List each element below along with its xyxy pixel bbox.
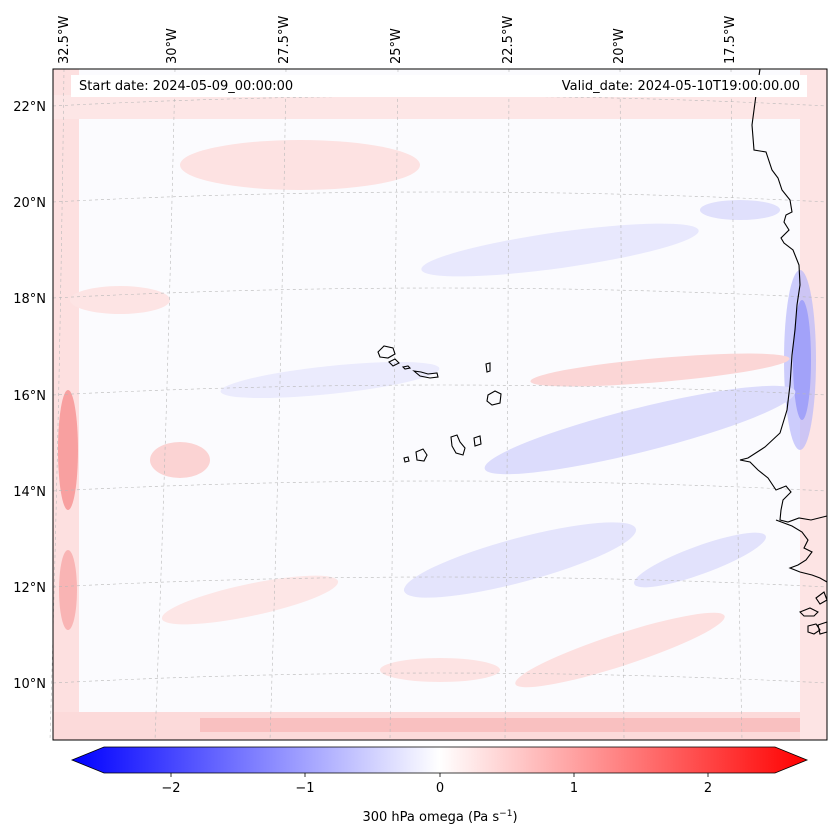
colorbar-title: 300 hPa omega (Pa s−1) bbox=[362, 809, 517, 825]
colorbar-tick-label: −1 bbox=[295, 781, 314, 796]
omega-patch bbox=[161, 575, 339, 625]
omega-left-boundary-max-2 bbox=[59, 550, 77, 630]
lat-label: 14°N bbox=[13, 485, 46, 500]
island-santa-luzia bbox=[401, 365, 412, 370]
lon-label: 32.5°W bbox=[57, 16, 72, 64]
colorbar: −2 −1 0 1 2 300 hPa omega (Pa s−1) bbox=[70, 746, 809, 825]
omega-patch bbox=[634, 532, 766, 588]
island-santo-antao bbox=[377, 345, 396, 359]
lon-label: 30°W bbox=[165, 28, 180, 64]
coastline-gambia-guinea-bissau bbox=[775, 519, 828, 583]
omega-patch bbox=[380, 658, 500, 682]
lat-label: 22°N bbox=[13, 100, 46, 115]
lon-label: 22.5°W bbox=[501, 16, 516, 64]
island-sao-vicente bbox=[388, 358, 400, 367]
omega-patch bbox=[700, 200, 780, 220]
colorbar-ticks bbox=[170, 773, 709, 777]
island-santiago bbox=[450, 434, 466, 456]
omega-patch bbox=[421, 223, 699, 277]
lat-label: 18°N bbox=[13, 292, 46, 307]
island-brava bbox=[403, 456, 410, 463]
lat-label: 20°N bbox=[13, 196, 46, 211]
gridline-lat-14N bbox=[52, 480, 828, 492]
valid-date-label: Valid_date: 2024-05-10T19:00:00.00 bbox=[562, 79, 800, 94]
omega-left-boundary-max bbox=[58, 390, 78, 510]
lon-label: 20°W bbox=[612, 28, 627, 64]
colorbar-tick-label: 2 bbox=[704, 781, 712, 796]
longitude-labels: 32.5°W 30°W 27.5°W 25°W 22.5°W 20°W 17.5… bbox=[57, 16, 738, 64]
gridline-lat-16N bbox=[52, 384, 828, 396]
omega-patch bbox=[403, 522, 637, 598]
island-boa-vista bbox=[486, 390, 502, 406]
coastline-mauritania-senegal bbox=[739, 68, 828, 523]
omega-coastal-descent-halo bbox=[784, 270, 816, 450]
gridline-lat-22N bbox=[52, 95, 828, 107]
island-maio bbox=[473, 435, 482, 447]
map-frame bbox=[52, 68, 828, 741]
lat-label: 10°N bbox=[13, 677, 46, 692]
gridlines bbox=[49, 68, 828, 741]
colorbar-title-close: ) bbox=[512, 810, 517, 825]
omega-patch bbox=[220, 361, 440, 399]
lon-label: 27.5°W bbox=[277, 16, 292, 64]
colorbar-tick-label: 0 bbox=[436, 781, 444, 796]
colorbar-body bbox=[70, 746, 809, 774]
omega-patch bbox=[484, 385, 796, 475]
latitude-labels: 22°N 20°N 18°N 16°N 14°N 12°N 10°N bbox=[13, 100, 46, 692]
header-box bbox=[71, 75, 807, 97]
lon-label: 25°W bbox=[389, 28, 404, 64]
omega-patch bbox=[150, 442, 210, 478]
map-panel[interactable]: Start date: 2024-05-09_00:00:00 Valid_da… bbox=[49, 68, 828, 741]
gridline-lat-20N bbox=[52, 191, 828, 203]
gridline-lat-10N bbox=[52, 672, 828, 684]
island-sal bbox=[485, 362, 491, 373]
start-date-label: Start date: 2024-05-09_00:00:00 bbox=[79, 79, 293, 94]
african-coastline bbox=[739, 68, 828, 635]
colorbar-title-exponent: −1 bbox=[499, 809, 512, 819]
island-sao-nicolau bbox=[412, 370, 439, 379]
omega-top-boundary-zone bbox=[53, 95, 827, 119]
colorbar-title-main: 300 hPa omega (Pa s bbox=[362, 810, 499, 825]
gridline-lat-18N bbox=[52, 287, 828, 299]
lat-label: 12°N bbox=[13, 581, 46, 596]
omega-patch bbox=[530, 353, 790, 387]
island-fogo bbox=[415, 448, 428, 462]
omega-patch bbox=[515, 612, 725, 688]
omega-patch bbox=[70, 286, 170, 314]
omega-patch bbox=[180, 140, 420, 190]
colorbar-tick-label: 1 bbox=[570, 781, 578, 796]
gridline-lat-12N bbox=[52, 576, 828, 588]
lon-label: 17.5°W bbox=[723, 16, 738, 64]
lat-label: 16°N bbox=[13, 389, 46, 404]
cape-verde-islands bbox=[377, 345, 502, 463]
colorbar-tick-label: −2 bbox=[161, 781, 180, 796]
